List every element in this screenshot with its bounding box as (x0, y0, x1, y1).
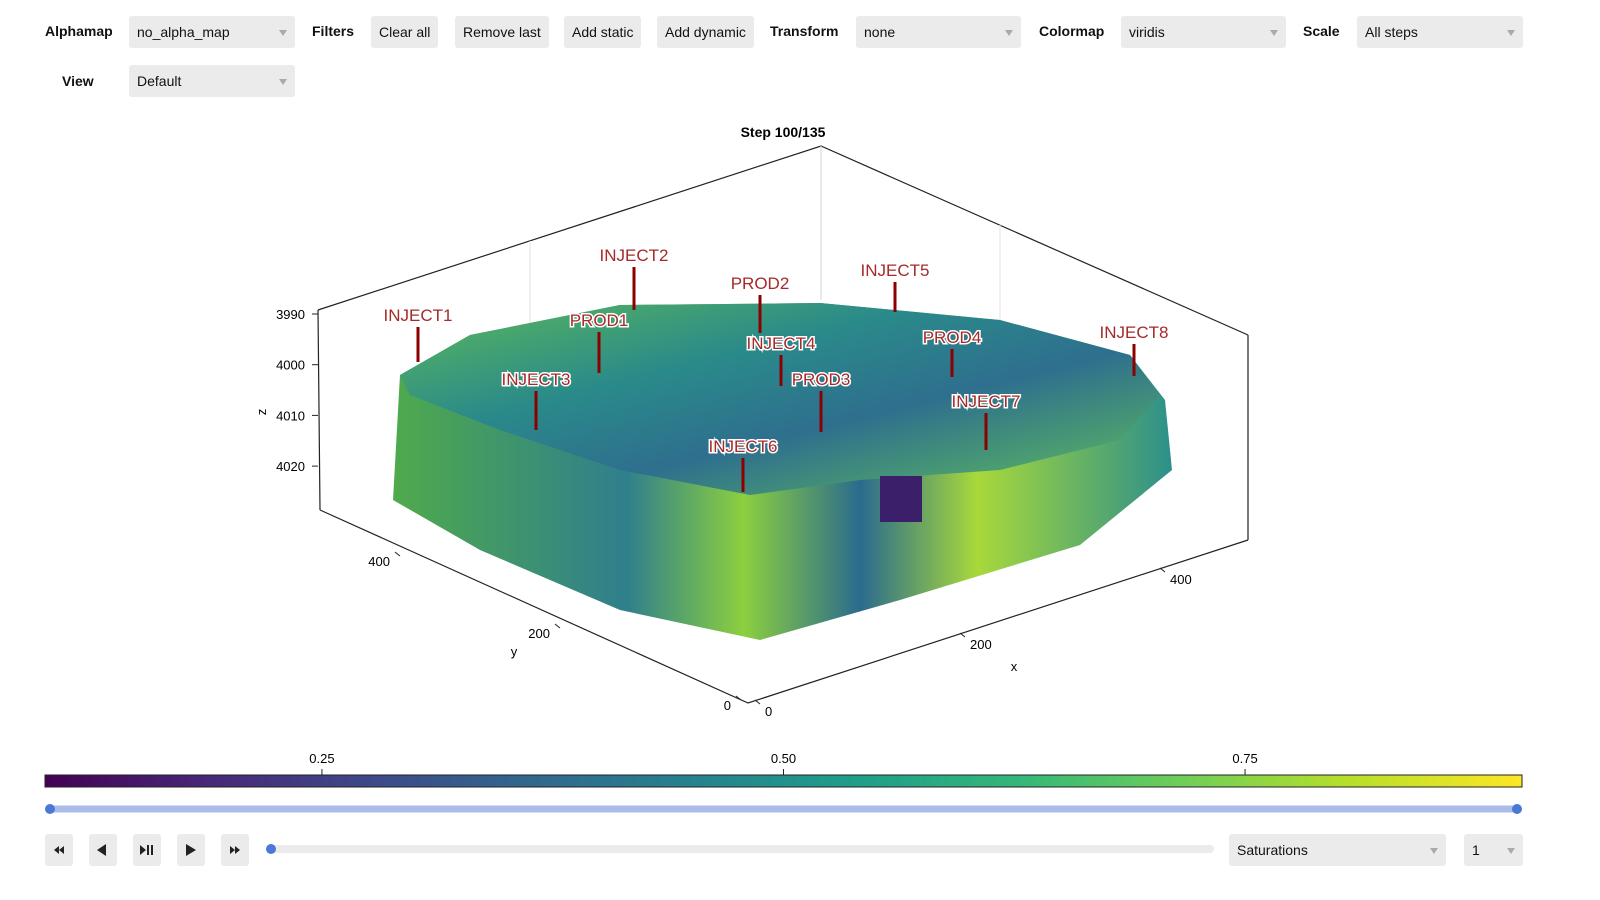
x-tick-label: 0 (765, 704, 772, 719)
axes-box (317, 145, 1249, 704)
y-tick-label: 0 (724, 698, 731, 713)
z-tick-label: 4010 (276, 408, 305, 423)
z-tick-label: 3990 (276, 307, 305, 322)
y-tick (394, 551, 401, 557)
playback (45, 834, 1214, 866)
z-tick-label: 4020 (276, 459, 305, 474)
button[interactable]: Add dynamic (657, 16, 754, 48)
button[interactable]: Remove last (455, 16, 549, 48)
label: Transform (770, 23, 839, 39)
dropdown[interactable]: none (856, 16, 1021, 48)
plot-title: Step 100/135 (741, 124, 826, 140)
label: Filters (312, 23, 355, 39)
well-label: INJECT3 (502, 370, 571, 389)
dropdown[interactable]: 1 (1464, 834, 1523, 866)
well-label: INJECT6 (709, 437, 778, 456)
y-tick-label: 400 (368, 554, 390, 569)
button[interactable]: Clear all (371, 16, 439, 48)
label: Alphamap (45, 23, 113, 39)
y-tick-label: 200 (528, 626, 550, 641)
dropdown[interactable]: no_alpha_map (129, 16, 295, 48)
colorbar (44, 774, 1523, 788)
colorbar-tick-label: 0.25 (309, 751, 334, 766)
well-label: PROD2 (731, 274, 790, 293)
button[interactable]: Add static (564, 16, 642, 48)
z-tick-label: 4000 (276, 358, 305, 373)
dropdown[interactable]: All steps (1357, 16, 1523, 48)
dropdown[interactable]: Saturations (1229, 834, 1446, 866)
dropdown[interactable]: viridis (1121, 16, 1286, 48)
reservoir (393, 303, 1172, 640)
dropdown[interactable]: Default (129, 65, 295, 97)
label: Colormap (1039, 23, 1105, 39)
well-label: INJECT7 (952, 392, 1021, 411)
y-tick (554, 623, 561, 629)
axis-label: x (1011, 659, 1018, 674)
x-tick (1159, 567, 1166, 573)
slider-handle[interactable] (45, 804, 55, 814)
x-tick-label: 200 (970, 637, 992, 652)
well-label: INJECT4 (747, 334, 816, 353)
axis-label: y (511, 644, 518, 659)
x-tick (754, 699, 761, 705)
axis-label: z (254, 409, 269, 416)
colorbar-tick-label: 0.50 (771, 751, 796, 766)
x-tick-label: 400 (1170, 572, 1192, 587)
well-label: PROD1 (570, 311, 629, 330)
slider-handle[interactable] (266, 844, 276, 854)
plot: INJECT1 INJECT2 PROD2 INJECT5 PROD1 INJECT4 PR… (44, 124, 1523, 814)
well-label: INJECT2 (600, 246, 669, 265)
y-tick (735, 695, 742, 701)
x-tick (959, 632, 966, 638)
well-label: PROD3 (792, 370, 851, 389)
well-label: INJECT1 (384, 306, 453, 325)
well-label: INJECT8 (1100, 323, 1169, 342)
label: Scale (1303, 23, 1340, 39)
slider-handle[interactable] (1512, 804, 1522, 814)
wells: INJECT1 INJECT2 PROD2 INJECT5 PROD1 INJECT4 PR… (382, 245, 1170, 492)
label: View (62, 73, 94, 89)
colorbar-tick-label: 0.75 (1232, 751, 1257, 766)
well-label: INJECT5 (861, 261, 930, 280)
well-label: PROD4 (923, 328, 982, 347)
